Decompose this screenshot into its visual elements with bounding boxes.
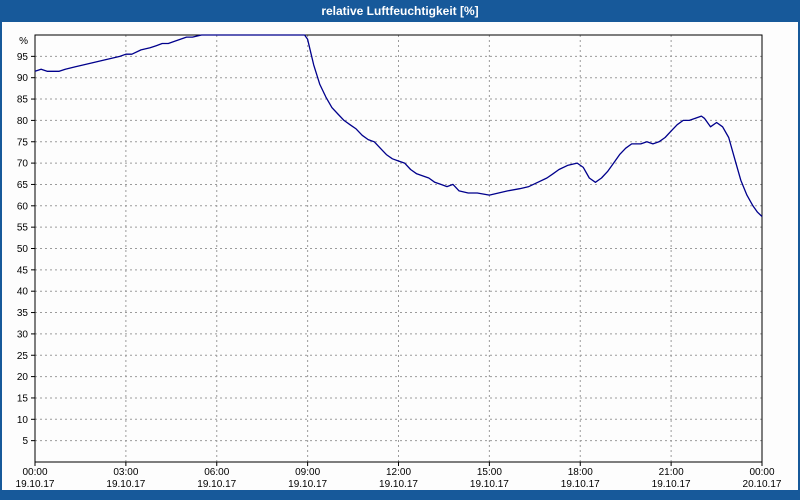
window-border-right [798, 0, 800, 500]
y-tick-label: 25 [17, 351, 29, 362]
y-tick-label: 95 [17, 52, 29, 63]
y-tick-label: 40 [17, 287, 29, 298]
y-tick-label: 80 [17, 116, 29, 127]
x-tick-date: 19.10.17 [288, 479, 327, 490]
chart-area: 5 10 15 20 25 30 35 40 45 50 55 60 65 70 75 80 85 90 95 00:… [0, 22, 800, 490]
x-tick-date: 19.10.17 [652, 479, 691, 490]
x-tick-time: 18:00 [568, 467, 593, 478]
x-tick-date: 19.10.17 [379, 479, 418, 490]
humidity-line-chart: 5 10 15 20 25 30 35 40 45 50 55 60 65 70 75 80 85 90 95 00:… [16, 34, 782, 490]
y-tick-label: 45 [17, 265, 29, 276]
y-tick-label: 65 [17, 180, 29, 191]
x-tick-date: 20.10.17 [743, 479, 782, 490]
x-tick-date: 19.10.17 [197, 479, 236, 490]
y-tick-label: 85 [17, 95, 29, 106]
window-border-left [0, 0, 2, 500]
title-bar: relative Luftfeuchtigkeit [%] [0, 0, 800, 22]
x-tick-time: 00:00 [22, 467, 47, 478]
y-tick-label: 90 [17, 73, 29, 84]
y-tick-label: 75 [17, 137, 29, 148]
x-tick-date: 19.10.17 [470, 479, 509, 490]
x-tick-time: 21:00 [659, 467, 684, 478]
x-tick-time: 06:00 [204, 467, 229, 478]
y-tick-label: 15 [17, 393, 29, 404]
x-tick-time: 00:00 [749, 467, 774, 478]
y-tick-label: 70 [17, 159, 29, 170]
y-tick-label: 20 [17, 372, 29, 383]
series-line [34, 34, 763, 217]
x-tick-time: 15:00 [477, 467, 502, 478]
x-tick-time: 09:00 [295, 467, 320, 478]
chart-title: relative Luftfeuchtigkeit [%] [321, 4, 479, 18]
x-tick-time: 03:00 [113, 467, 138, 478]
y-tick-label: 35 [17, 308, 29, 319]
x-tick-time: 12:00 [386, 467, 411, 478]
y-tick-label: 5 [22, 436, 28, 447]
y-tick-label: 60 [17, 201, 29, 212]
y-tick-label: 50 [17, 244, 29, 255]
y-tick-label: 10 [17, 415, 29, 426]
x-tick-date: 19.10.17 [16, 479, 55, 490]
x-tick-date: 19.10.17 [106, 479, 145, 490]
bottom-bar [0, 490, 800, 500]
x-tick-date: 19.10.17 [561, 479, 600, 490]
y-tick-label: 30 [17, 329, 29, 340]
plot-frame [34, 34, 763, 463]
y-axis-unit: % [19, 36, 28, 47]
y-tick-label: 55 [17, 223, 29, 234]
